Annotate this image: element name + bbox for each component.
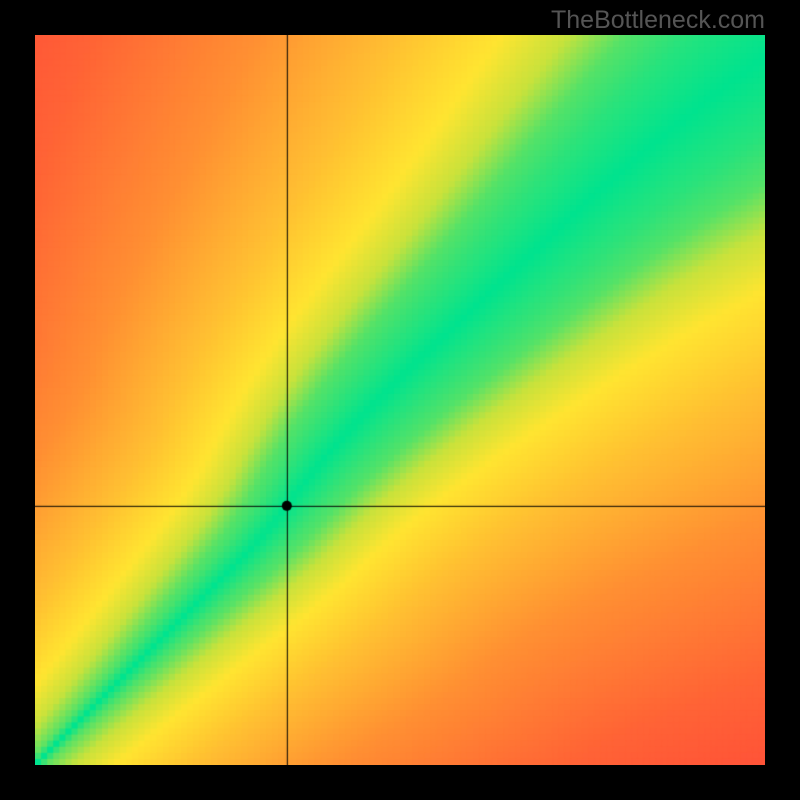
bottleneck-heatmap — [35, 35, 765, 765]
watermark-text: TheBottleneck.com — [551, 6, 765, 35]
chart-container: { "chart": { "type": "heatmap", "canvas_… — [0, 0, 800, 800]
